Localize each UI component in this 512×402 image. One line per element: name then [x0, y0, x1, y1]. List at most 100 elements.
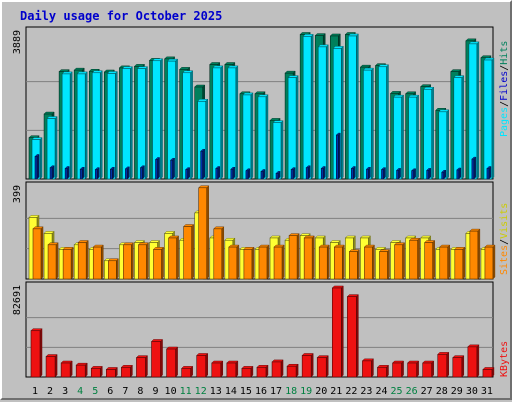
legend-hits-files-pages: Pages/Files/Hits	[499, 41, 510, 137]
files-bar	[348, 35, 357, 180]
pages-bar	[245, 170, 249, 180]
pages-bar	[366, 168, 369, 180]
x-tick-label: 2	[47, 386, 53, 397]
files-bar	[423, 88, 432, 180]
sites-bar	[228, 246, 238, 280]
pages-bar	[396, 170, 399, 180]
pages-bar	[381, 169, 384, 180]
sites-bar-side	[161, 246, 164, 280]
pages-bar-side	[202, 148, 205, 180]
files-bar-side	[250, 92, 254, 180]
sites-bar	[349, 251, 358, 280]
sites-bar-side	[221, 226, 225, 280]
sites-bar	[318, 246, 328, 280]
x-tick-label: 16	[255, 386, 267, 397]
x-tick-label: 22	[345, 386, 357, 397]
pages-bar	[34, 156, 38, 180]
x-tick-label: 6	[107, 386, 113, 397]
panel-3-plot-area	[25, 281, 494, 378]
files-bar	[378, 66, 387, 180]
kbytes-bar-side	[220, 360, 224, 378]
pages-bar	[486, 168, 490, 180]
pages-bar	[230, 168, 234, 180]
sites-bar-side	[176, 235, 179, 280]
files-bar-side	[175, 58, 178, 180]
sites-bar	[364, 246, 373, 280]
files-bar	[257, 96, 267, 180]
kbytes-bar	[437, 354, 448, 378]
pages-bar	[351, 168, 354, 180]
pages-bar	[426, 170, 429, 180]
x-tick-label: 31	[481, 386, 493, 397]
pages-bar	[215, 168, 219, 180]
x-tick-label: 4	[77, 386, 83, 397]
kbytes-bar	[286, 365, 297, 378]
panel-3-ymax-label: 82691	[12, 285, 23, 315]
sites-bar-side	[236, 244, 240, 280]
pages-bar	[260, 171, 264, 180]
legend-separator: /	[499, 239, 510, 245]
files-bar	[107, 73, 116, 180]
pages-bar	[456, 169, 460, 180]
x-tick-label: 7	[122, 386, 128, 397]
kbytes-bar	[301, 355, 312, 378]
kbytes-bar	[392, 362, 402, 378]
x-tick-label: 5	[92, 386, 98, 397]
pages-bar-side	[217, 165, 221, 180]
pages-bar-side	[172, 157, 175, 180]
x-tick-label: 3	[62, 386, 68, 397]
x-tick-label: 8	[137, 386, 143, 397]
sites-bar	[213, 228, 223, 280]
files-bar-side	[220, 65, 224, 180]
legend-files: Files	[499, 71, 510, 101]
kbytes-bar	[362, 360, 372, 378]
pages-bar-side	[97, 167, 100, 180]
x-tick-label: 30	[466, 386, 478, 397]
pages-bar-side	[127, 166, 130, 180]
files-bar	[227, 67, 237, 180]
sites-bar-side	[206, 185, 209, 280]
sites-bar	[394, 244, 403, 280]
pages-bar-side	[112, 166, 115, 180]
kbytes-bar	[241, 368, 252, 378]
pages-bar-side	[247, 168, 251, 180]
x-tick-label: 12	[195, 386, 207, 397]
sites-bar-side	[116, 258, 119, 280]
files-bar	[61, 73, 71, 180]
sites-bar	[288, 235, 298, 280]
x-tick-label: 14	[225, 386, 237, 397]
sites-bar	[454, 249, 464, 280]
files-bar-side	[160, 58, 163, 180]
files-bar	[122, 68, 131, 180]
sites-bar-side	[131, 242, 134, 280]
kbytes-bar-side	[100, 365, 103, 378]
pages-bar	[411, 170, 414, 180]
x-tick-label: 17	[270, 386, 282, 397]
pages-bar	[200, 150, 204, 180]
pages-bar	[125, 168, 128, 180]
sites-bar	[333, 246, 343, 280]
pages-bar	[49, 167, 53, 180]
x-tick-label: 28	[436, 386, 448, 397]
pages-bar	[305, 167, 309, 180]
pages-bar	[441, 171, 445, 180]
sites-bar-side	[85, 239, 89, 280]
sites-bar	[183, 226, 192, 280]
kbytes-bar-side	[84, 362, 88, 378]
x-tick-label: 25	[391, 386, 403, 397]
sites-bar-side	[70, 246, 74, 280]
x-tick-label: 11	[180, 386, 192, 397]
kbytes-bar	[106, 369, 116, 378]
sites-bar	[77, 242, 87, 280]
sites-bar	[62, 249, 72, 280]
kbytes-bar	[151, 341, 161, 378]
files-bar	[317, 46, 327, 180]
kbytes-bar	[331, 287, 342, 378]
kbytes-bar	[452, 357, 463, 378]
x-tick-label: 21	[330, 386, 342, 397]
kbytes-bar	[316, 357, 327, 378]
sites-bar	[47, 244, 57, 280]
files-bar	[76, 73, 86, 180]
files-bar-side	[100, 70, 103, 180]
